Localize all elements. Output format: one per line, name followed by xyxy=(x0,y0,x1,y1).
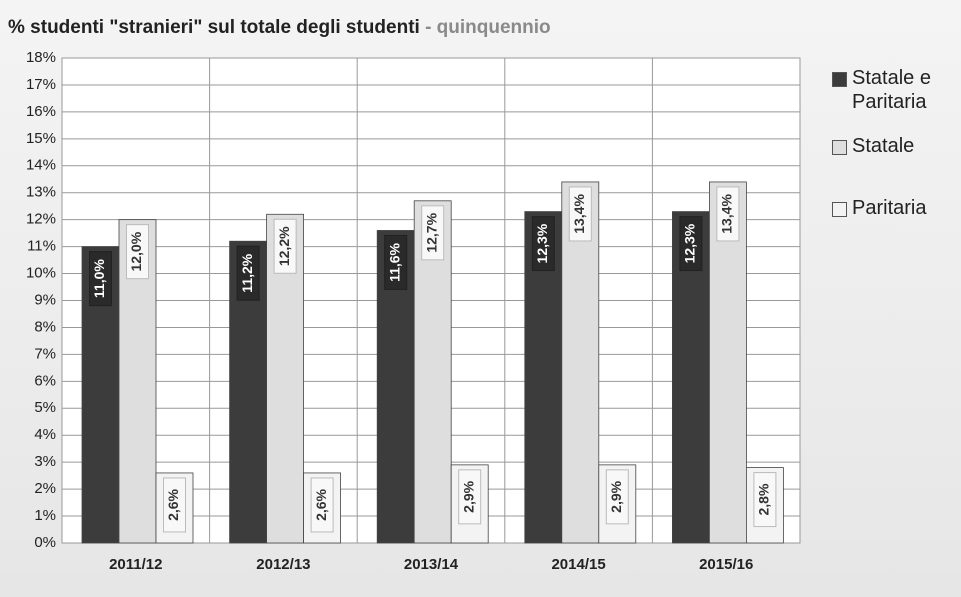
value-label-box xyxy=(716,186,740,242)
y-tick-label: 10% xyxy=(26,265,56,282)
y-tick-label: 8% xyxy=(34,318,56,335)
value-label-box xyxy=(273,218,297,274)
value-label: 13,4% xyxy=(571,194,587,234)
chart-title: % studenti "stranieri" sul totale degli … xyxy=(8,17,551,38)
value-label-box xyxy=(89,251,112,307)
bar xyxy=(561,181,600,544)
y-tick-label: 1% xyxy=(34,507,56,524)
legend-swatch xyxy=(832,202,847,217)
value-label: 12,7% xyxy=(423,212,439,252)
value-label: 11,0% xyxy=(91,259,107,298)
bar xyxy=(672,211,710,544)
value-label: 2,6% xyxy=(313,488,329,520)
y-tick-label: 18% xyxy=(26,49,56,66)
y-tick-label: 14% xyxy=(26,157,56,174)
value-label: 12,3% xyxy=(534,223,550,263)
x-tick-label: 2014/15 xyxy=(551,556,605,573)
value-label: 12,0% xyxy=(128,231,144,271)
legend-item: Statale e Paritaria xyxy=(832,66,957,114)
y-tick-label: 0% xyxy=(34,534,56,551)
x-tick-label: 2012/13 xyxy=(256,556,310,573)
value-label-box xyxy=(236,245,260,301)
value-label: 11,2% xyxy=(239,253,255,292)
value-label: 2,9% xyxy=(608,480,624,512)
value-label: 12,3% xyxy=(682,223,698,263)
bar xyxy=(266,213,305,544)
legend: Statale e Paritaria Statale Paritaria xyxy=(832,66,957,258)
value-label-box xyxy=(753,472,777,528)
y-tick-label: 12% xyxy=(26,211,56,228)
bar xyxy=(118,219,157,544)
y-tick-label: 9% xyxy=(34,291,56,308)
value-label-box xyxy=(421,205,445,261)
legend-label: Statale xyxy=(852,135,915,157)
value-label: 12,2% xyxy=(276,226,292,266)
value-label: 2,9% xyxy=(460,480,476,512)
value-label-box xyxy=(568,186,592,242)
y-tick-label: 5% xyxy=(34,399,56,416)
value-label-box xyxy=(310,477,334,533)
x-tick-label: 2011/12 xyxy=(109,556,162,573)
value-label: 11,6% xyxy=(386,242,402,281)
value-label: 2,6% xyxy=(165,488,181,520)
bar xyxy=(709,181,747,544)
y-tick-label: 2% xyxy=(34,480,56,497)
value-label: 2,8% xyxy=(756,483,772,515)
y-tick-label: 16% xyxy=(26,103,56,120)
x-tick-label: 2013/14 xyxy=(404,556,459,573)
legend-label: Paritaria xyxy=(852,197,927,219)
y-tick-label: 7% xyxy=(34,345,56,362)
x-tick-label: 2015/16 xyxy=(699,556,753,573)
y-tick-label: 13% xyxy=(26,184,56,201)
value-label-box xyxy=(531,216,555,272)
value-label-box xyxy=(126,224,149,280)
value-label-box xyxy=(384,234,408,290)
value-label-box xyxy=(679,216,703,272)
value-label-box xyxy=(458,469,482,525)
subtitle: - quinquennio xyxy=(425,17,551,38)
y-tick-label: 11% xyxy=(27,238,56,255)
legend-item: Statale xyxy=(832,134,957,158)
title: % studenti "stranieri" sul totale degli … xyxy=(8,17,420,38)
value-label: 13,4% xyxy=(719,194,735,234)
legend-item: Paritaria xyxy=(832,196,957,220)
legend-swatch xyxy=(832,72,847,87)
y-tick-label: 17% xyxy=(26,76,56,93)
y-tick-label: 4% xyxy=(34,426,56,443)
legend-swatch xyxy=(832,140,847,155)
y-tick-label: 3% xyxy=(34,453,56,470)
legend-label: Statale e Paritaria xyxy=(852,67,931,113)
y-tick-label: 6% xyxy=(34,372,56,389)
value-label-box xyxy=(605,469,629,525)
value-label-box xyxy=(163,477,186,533)
y-tick-label: 15% xyxy=(26,130,56,147)
